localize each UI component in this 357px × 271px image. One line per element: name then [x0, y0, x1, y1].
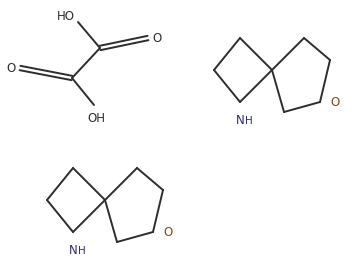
- Text: H: H: [78, 246, 86, 256]
- Text: O: O: [7, 62, 16, 75]
- Text: O: O: [163, 225, 172, 238]
- Text: O: O: [330, 95, 339, 108]
- Text: O: O: [152, 31, 161, 44]
- Text: N: N: [236, 114, 245, 127]
- Text: HO: HO: [57, 11, 75, 24]
- Text: N: N: [69, 244, 77, 257]
- Text: H: H: [245, 116, 253, 126]
- Text: OH: OH: [87, 112, 105, 125]
